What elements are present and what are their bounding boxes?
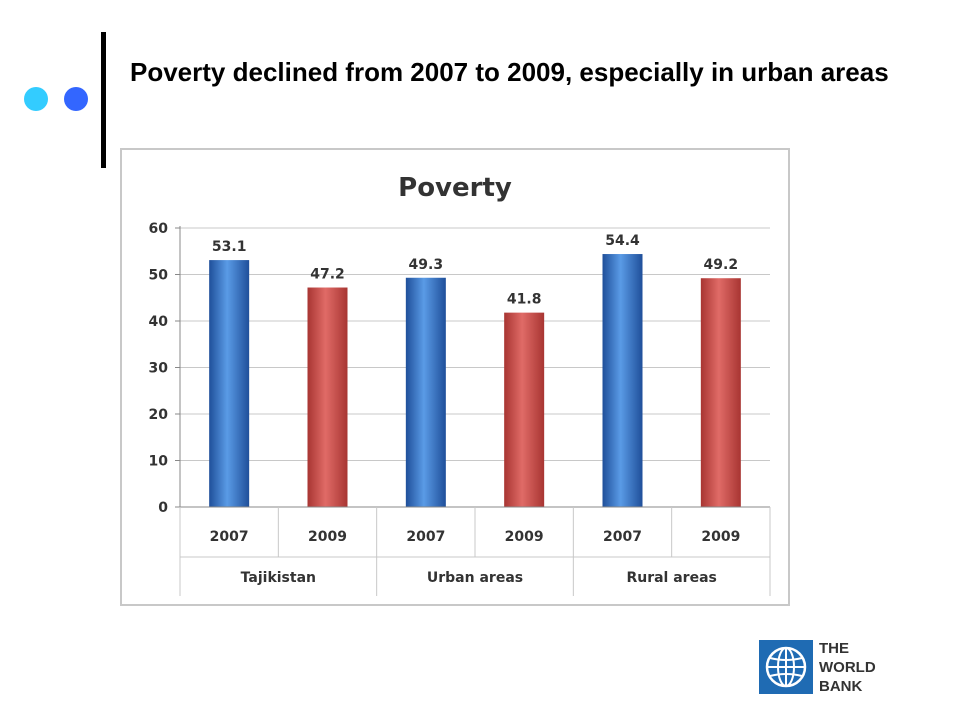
world-bank-logo: THE WORLD BANK — [759, 640, 899, 700]
bar-tajikistan-2007 — [209, 260, 250, 507]
y-tick-label: 20 — [149, 407, 169, 423]
bar-rural-areas-2007 — [602, 254, 643, 507]
slide-title: Poverty declined from 2007 to 2009, espe… — [130, 57, 889, 87]
x-category-label: 2009 — [505, 529, 544, 545]
y-tick-label: 60 — [149, 221, 169, 237]
data-label: 53.1 — [212, 239, 247, 255]
poverty-bar-chart: Poverty 53.1 47.2 49.3 41.8 54.4 49.2 0 10 20 30… — [149, 173, 771, 596]
data-label: 49.2 — [704, 257, 739, 273]
accent-dot-light — [24, 87, 48, 111]
x-category-label: 2007 — [406, 529, 445, 545]
accent-dot-dark — [64, 87, 88, 111]
x-category-label: 2009 — [308, 529, 347, 545]
bar-urban-areas-2007 — [405, 277, 446, 507]
chart-frame: Poverty 53.1 47.2 49.3 41.8 54.4 49.2 0 10 20 30… — [120, 148, 790, 606]
title-divider — [101, 32, 106, 168]
chart-title: Poverty — [398, 173, 512, 203]
x-category-label: 2007 — [210, 529, 249, 545]
logo-wordmark: THE WORLD BANK — [819, 639, 876, 696]
logo-line: WORLD — [819, 659, 876, 676]
y-tick-label: 40 — [149, 314, 169, 330]
x-category-label: 2009 — [701, 529, 740, 545]
bar-urban-areas-2009 — [504, 312, 545, 507]
data-label: 47.2 — [310, 267, 345, 283]
y-tick-label: 50 — [149, 268, 169, 284]
logo-line: BANK — [819, 678, 863, 695]
logo-mark — [759, 640, 813, 694]
data-label: 41.8 — [507, 292, 542, 308]
x-group-label: Tajikistan — [241, 570, 316, 586]
logo-line: THE — [819, 640, 849, 657]
y-tick-label: 0 — [158, 500, 168, 516]
y-tick-label: 10 — [149, 454, 169, 470]
globe-icon — [765, 646, 807, 688]
x-group-label: Urban areas — [427, 570, 523, 586]
x-category-label: 2007 — [603, 529, 642, 545]
x-group-label: Rural areas — [626, 570, 716, 586]
data-label: 54.4 — [605, 233, 640, 249]
bar-rural-areas-2009 — [700, 278, 741, 507]
bar-tajikistan-2009 — [307, 287, 348, 507]
y-tick-label: 30 — [149, 361, 169, 377]
data-label: 49.3 — [409, 257, 444, 273]
